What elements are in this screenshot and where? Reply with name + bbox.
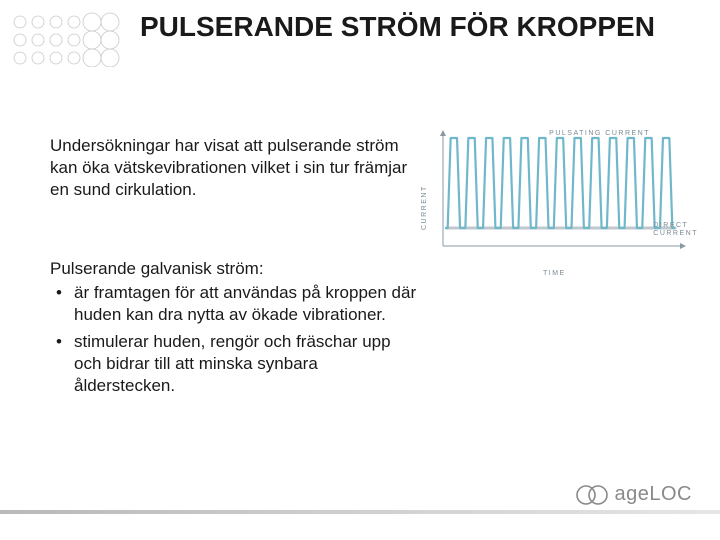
slide: PULSERANDE STRÖM FÖR KROPPEN Undersöknin… [0,0,720,540]
chart-label-x: TIME [543,270,566,277]
footer-bar [0,510,720,514]
intro-paragraph: Undersökningar har visat att pulserande … [50,135,410,201]
chart-svg [425,128,690,273]
chart-label-pulsating: PULSATING CURRENT [549,130,650,137]
logo-text: ageLOC [615,483,693,506]
logo-rings-icon [575,484,609,506]
bullet-list: är framtagen för att användas på kroppen… [50,282,420,402]
bullet-item: är framtagen för att användas på kroppen… [50,282,420,326]
bullet-item: stimulerar huden, rengör och fräschar up… [50,331,420,397]
chart-label-direct: DIRECTCURRENT [653,222,698,239]
section-heading: Pulserande galvanisk ström: [50,258,410,280]
page-title: PULSERANDE STRÖM FÖR KROPPEN [140,12,690,43]
brand-logo: ageLOC [575,483,693,506]
current-chart: PULSATING CURRENT DIRECTCURRENT CURRENT … [425,128,690,273]
chart-label-y: CURRENT [421,185,428,230]
header-decoration [10,12,130,67]
